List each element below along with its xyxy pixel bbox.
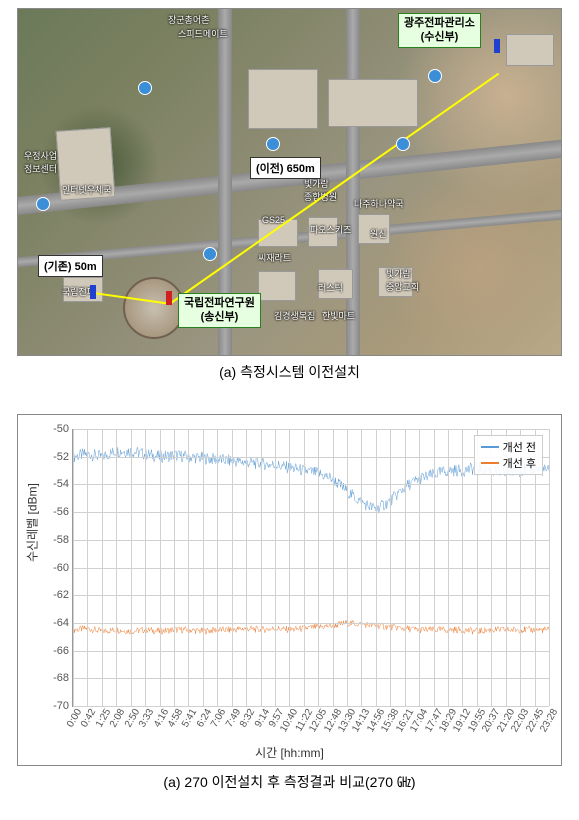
chart-ytick: -64: [53, 617, 73, 629]
poi-text: 우정사업 정보센터: [24, 149, 57, 175]
poi-text: 러스틱: [318, 281, 343, 294]
chart-vgrid: [145, 429, 146, 706]
signal-level-chart: 수신레벨 [dBm] 시간 [hh:mm] 개선 전 개선 후 -50-52-5…: [17, 414, 562, 766]
bus-stop-icon: [428, 69, 442, 83]
label-transmitter-line1: 국립전파연구원: [184, 297, 255, 309]
label-distance-old: (기존) 50m: [38, 255, 103, 277]
map-building: [258, 271, 296, 301]
chart-vgrid: [390, 429, 391, 706]
chart-ytick: -66: [53, 645, 73, 657]
poi-text: 장군총어촌: [168, 13, 209, 26]
marker-old-position: [90, 285, 96, 299]
marker-receiver: [494, 39, 500, 53]
map-building: [506, 34, 554, 66]
poi-text: 나주하나약국: [354, 197, 404, 210]
chart-vgrid: [116, 429, 117, 706]
label-transmitter-line2: (송신부): [201, 311, 239, 323]
legend-swatch-before: [481, 446, 499, 448]
label-transmitter: 국립전파연구원 (송신부): [178, 293, 261, 328]
chart-vgrid: [333, 429, 334, 706]
poi-text: 원신: [370, 227, 387, 240]
bus-stop-icon: [266, 137, 280, 151]
poi-text: 인터넷우체국: [62, 183, 112, 196]
poi-text: 파오스키즈: [310, 223, 351, 236]
bus-stop-icon: [36, 197, 50, 211]
poi-text: 김경생복집: [274, 309, 315, 322]
map-circular-building: [123, 277, 185, 339]
chart-vgrid: [131, 429, 132, 706]
poi-text: 씨재라트: [258, 251, 291, 264]
marker-transmitter: [166, 291, 172, 305]
bus-stop-icon: [138, 81, 152, 95]
map-building: [328, 79, 418, 127]
label-distance-new: (이전) 650m: [250, 157, 321, 179]
legend-after: 개선 후: [481, 455, 536, 471]
chart-vgrid: [361, 429, 362, 706]
chart-ytick: -50: [53, 423, 73, 435]
map-caption: (a) 측정시스템 이전설치: [0, 362, 579, 382]
chart-ytick: -58: [53, 534, 73, 546]
chart-ytick: -68: [53, 672, 73, 684]
chart-ytick: -62: [53, 589, 73, 601]
chart-vgrid: [203, 429, 204, 706]
chart-vgrid: [318, 429, 319, 706]
chart-vgrid: [73, 429, 74, 706]
chart-vgrid: [87, 429, 88, 706]
legend-label-before: 개선 전: [503, 439, 536, 455]
chart-vgrid: [188, 429, 189, 706]
chart-vgrid: [419, 429, 420, 706]
chart-ytick: -56: [53, 506, 73, 518]
map-building: [248, 69, 318, 129]
chart-caption: (a) 270 이전설치 후 측정결과 비교(270 ㎓): [0, 772, 579, 792]
chart-vgrid: [160, 429, 161, 706]
chart-vgrid: [246, 429, 247, 706]
chart-ylabel: 수신레벨 [dBm]: [24, 483, 41, 562]
map-satellite-view: 광주전파관리소 (수신부) 국립전파연구원 (송신부) (이전) 650m (기…: [17, 8, 562, 356]
bus-stop-icon: [203, 247, 217, 261]
chart-ytick: -52: [53, 451, 73, 463]
chart-vgrid: [347, 429, 348, 706]
chart-vgrid: [549, 429, 550, 706]
chart-vgrid: [217, 429, 218, 706]
chart-vgrid: [376, 429, 377, 706]
chart-ytick: -54: [53, 478, 73, 490]
label-receiver-line2: (수신부): [421, 31, 459, 43]
chart-vgrid: [232, 429, 233, 706]
chart-vgrid: [304, 429, 305, 706]
chart-vgrid: [434, 429, 435, 706]
chart-vgrid: [448, 429, 449, 706]
chart-vgrid: [174, 429, 175, 706]
chart-vgrid: [405, 429, 406, 706]
chart-vgrid: [102, 429, 103, 706]
chart-xlabel: 시간 [hh:mm]: [255, 744, 324, 761]
chart-ytick: -60: [53, 562, 73, 574]
map-road: [346, 9, 360, 356]
chart-plot-area: 개선 전 개선 후 -50-52-54-56-58-60-62-64-66-68…: [72, 429, 549, 707]
poi-text: 한빛마트: [322, 309, 355, 322]
legend-label-after: 개선 후: [503, 455, 536, 471]
chart-legend: 개선 전 개선 후: [474, 435, 543, 475]
label-receiver: 광주전파관리소 (수신부): [398, 13, 481, 48]
label-receiver-line1: 광주전파관리소: [404, 17, 475, 29]
chart-vgrid: [261, 429, 262, 706]
poi-text: 빛가람 중앙교회: [386, 267, 419, 293]
bus-stop-icon: [396, 137, 410, 151]
legend-swatch-after: [481, 462, 499, 464]
legend-before: 개선 전: [481, 439, 536, 455]
poi-text: 스피드메이트: [178, 27, 228, 40]
chart-vgrid: [289, 429, 290, 706]
chart-vgrid: [275, 429, 276, 706]
chart-vgrid: [462, 429, 463, 706]
